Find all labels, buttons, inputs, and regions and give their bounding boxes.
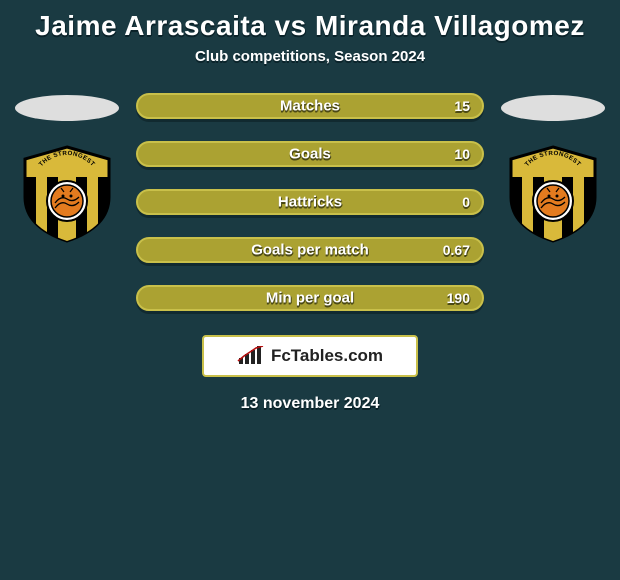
comparison-row: THE STRONGEST Matches 15 Goals 10 — [0, 91, 620, 311]
stat-value: 0 — [462, 194, 470, 210]
stat-value: 10 — [454, 146, 470, 162]
avatar-placeholder-left — [15, 95, 119, 121]
club-crest-icon: THE STRONGEST — [17, 143, 117, 243]
club-badge-right: THE STRONGEST — [503, 143, 603, 243]
stats-column: Matches 15 Goals 10 Hattricks 0 Goals pe… — [136, 93, 484, 311]
stat-label: Hattricks — [278, 194, 342, 211]
page-title: Jaime Arrascaita vs Miranda Villagomez — [0, 0, 620, 48]
stat-value: 0.67 — [443, 242, 470, 258]
stat-bar-matches: Matches 15 — [136, 93, 484, 119]
stat-label: Matches — [280, 98, 340, 115]
date-label: 13 november 2024 — [0, 395, 620, 413]
stat-bar-goals-per-match: Goals per match 0.67 — [136, 237, 484, 263]
stat-value: 15 — [454, 98, 470, 114]
stat-bar-hattricks: Hattricks 0 — [136, 189, 484, 215]
bar-chart-icon — [237, 346, 265, 366]
subtitle: Club competitions, Season 2024 — [0, 48, 620, 65]
stat-bar-goals: Goals 10 — [136, 141, 484, 167]
stat-label: Min per goal — [266, 290, 354, 307]
avatar-placeholder-right — [501, 95, 605, 121]
stat-value: 190 — [447, 290, 470, 306]
left-player-column: THE STRONGEST — [12, 91, 122, 243]
brand-text: FcTables.com — [271, 346, 383, 366]
stat-label: Goals per match — [251, 242, 369, 259]
club-crest-icon: THE STRONGEST — [503, 143, 603, 243]
club-badge-left: THE STRONGEST — [17, 143, 117, 243]
stat-label: Goals — [289, 146, 331, 163]
right-player-column: THE STRONGEST — [498, 91, 608, 243]
stat-bar-min-per-goal: Min per goal 190 — [136, 285, 484, 311]
brand-badge: FcTables.com — [202, 335, 418, 377]
